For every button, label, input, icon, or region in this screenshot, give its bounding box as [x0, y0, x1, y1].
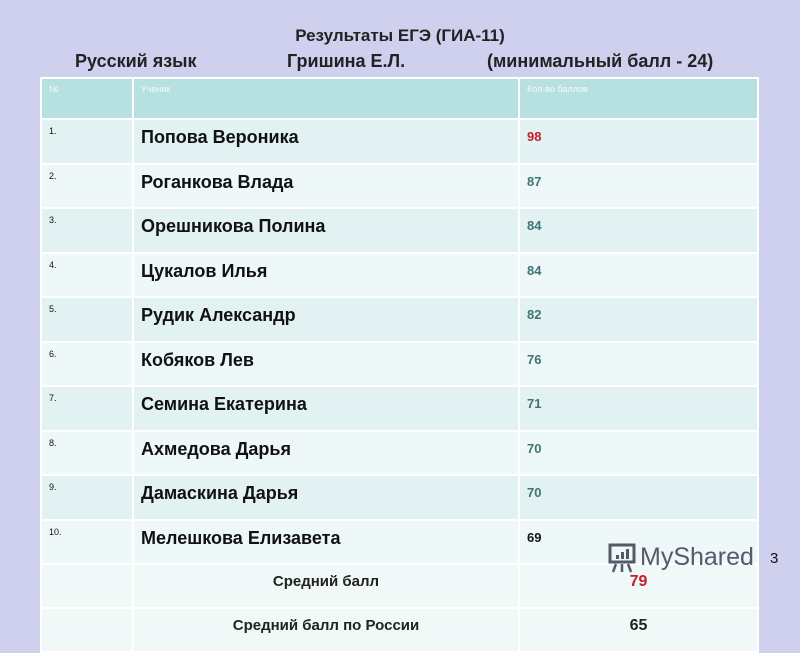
table-row: 2. Роганкова Влада 87 [40, 162, 759, 209]
student-score: 87 [518, 162, 759, 209]
page-number: 3 [770, 550, 779, 567]
table-row: 1. Попова Вероника 98 [40, 118, 759, 165]
student-score: 71 [518, 385, 759, 432]
student-name: Рудик Александр [132, 296, 520, 343]
russia-average-label: Средний балл по России [132, 607, 520, 653]
table-row: 7. Семина Екатерина 71 [40, 385, 759, 432]
table-row: 4. Цукалов Илья 84 [40, 251, 759, 298]
watermark-text: MyShared [640, 542, 754, 571]
student-score: 84 [518, 251, 759, 298]
row-number: 6. [40, 340, 134, 387]
student-name: Дамаскина Дарья [132, 474, 520, 521]
table-row: 10. Мелешкова Елизавета 69 [40, 518, 759, 565]
min-score: (минимальный балл - 24) [487, 51, 714, 71]
col-student: Ученик [132, 77, 520, 120]
teacher: Гришина Е.Л. [287, 51, 406, 71]
table-row: 6. Кобяков Лев 76 [40, 340, 759, 387]
col-score: Кол-во баллов [518, 77, 759, 120]
row-number: 2. [40, 162, 134, 209]
table-row: 5. Рудик Александр 82 [40, 296, 759, 343]
student-name: Ахмедова Дарья [132, 429, 520, 476]
row-number: 1. [40, 118, 134, 165]
student-score: 82 [518, 296, 759, 343]
row-number: 7. [40, 385, 134, 432]
student-name: Кобяков Лев [132, 340, 520, 387]
row-number: 8. [40, 429, 134, 476]
student-score: 70 [518, 429, 759, 476]
student-name: Мелешкова Елизавета [132, 518, 520, 565]
student-score: 84 [518, 207, 759, 254]
student-name: Цукалов Илья [132, 251, 520, 298]
table-row: 9. Дамаскина Дарья 70 [40, 474, 759, 521]
results-table: № Ученик Кол-во баллов 1. Попова Вероник… [40, 77, 759, 653]
russia-average-value: 65 [518, 607, 759, 653]
student-score: 76 [518, 340, 759, 387]
student-score: 98 [518, 118, 759, 165]
watermark-logo: MyShared [606, 540, 754, 574]
student-name: Попова Вероника [132, 118, 520, 165]
student-name: Орешникова Полина [132, 207, 520, 254]
russia-average-row: Средний балл по России 65 [40, 607, 759, 653]
row-number: 5. [40, 296, 134, 343]
subject: Русский язык [75, 51, 197, 71]
table-row: 3. Орешникова Полина 84 [40, 207, 759, 254]
student-name: Семина Екатерина [132, 385, 520, 432]
row-number: 9. [40, 474, 134, 521]
presentation-icon [608, 543, 636, 573]
table-row: 8. Ахмедова Дарья 70 [40, 429, 759, 476]
title: Результаты ЕГЭ (ГИА-11) [295, 26, 505, 45]
col-number: № [40, 77, 134, 120]
student-score: 69 [518, 518, 759, 565]
student-name: Роганкова Влада [132, 162, 520, 209]
student-score: 70 [518, 474, 759, 521]
average-label: Средний балл [132, 563, 520, 609]
row-number: 4. [40, 251, 134, 298]
row-number: 3. [40, 207, 134, 254]
row-number: 10. [40, 518, 134, 565]
